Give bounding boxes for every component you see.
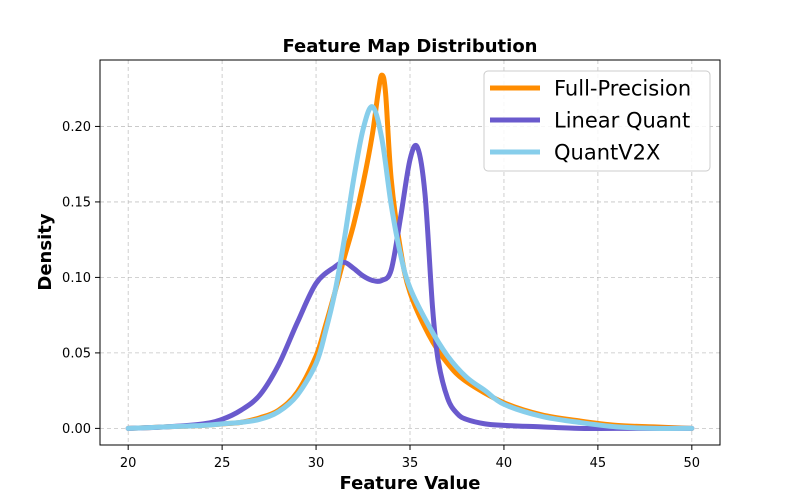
y-axis-label: Density: [35, 213, 56, 290]
series-line-quantv2x: [125, 104, 695, 431]
y-tick-label: 0.05: [62, 346, 91, 361]
chart-title: Feature Map Distribution: [282, 36, 537, 57]
legend-label-full-precision: Full-Precision: [554, 77, 691, 101]
x-tick-label: 50: [684, 456, 701, 471]
series-line-linear-quant: [125, 142, 695, 431]
x-tick-label: 40: [496, 456, 513, 471]
legend-label-quantv2x: QuantV2X: [554, 141, 660, 165]
y-tick-label: 0.20: [62, 120, 91, 135]
y-tick-label: 0.10: [62, 271, 91, 286]
legend-label-linear-quant: Linear Quant: [554, 109, 690, 133]
x-tick-label: 45: [590, 456, 607, 471]
legend-box: [483, 70, 711, 172]
x-tick-label: 25: [214, 456, 231, 471]
x-tick-label: 35: [402, 456, 419, 471]
x-tick-label: 30: [308, 456, 325, 471]
x-tick-label: 20: [120, 456, 137, 471]
x-axis-label: Feature Value: [340, 473, 481, 494]
y-tick-label: 0.15: [62, 195, 91, 210]
y-tick-label: 0.00: [62, 422, 91, 437]
